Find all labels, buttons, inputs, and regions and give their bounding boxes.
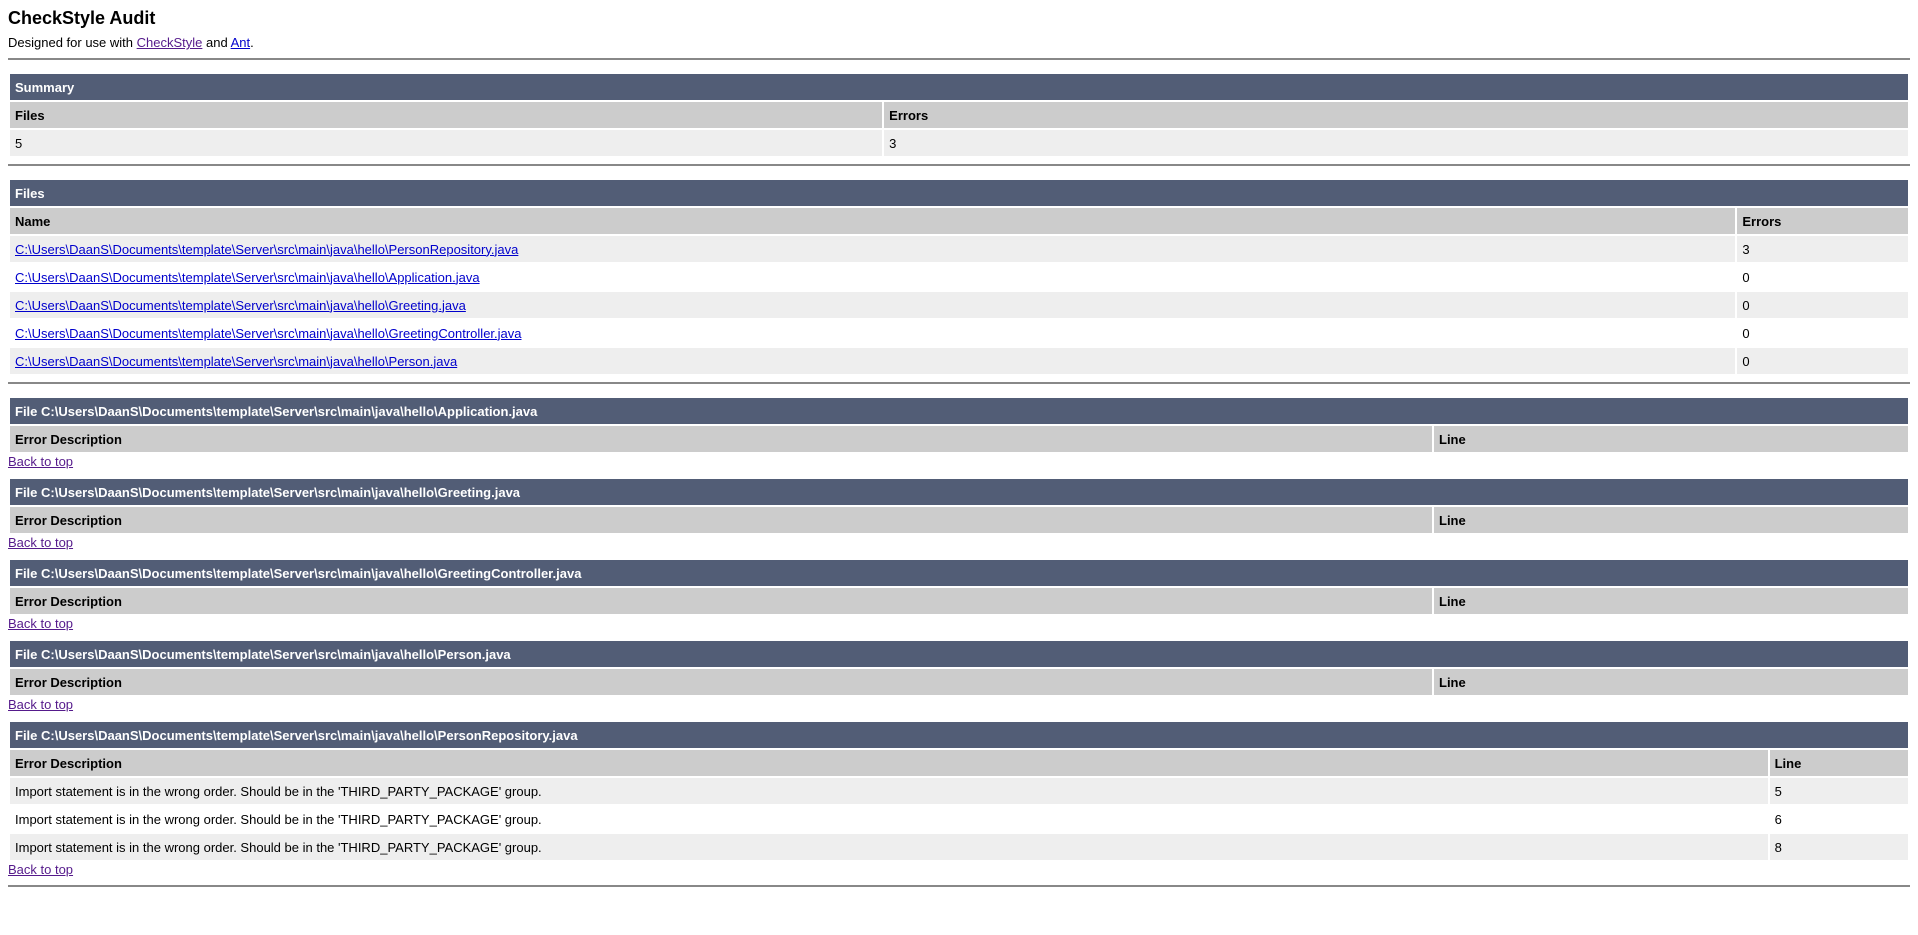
- line-header: Line: [1434, 507, 1908, 533]
- file-error-count: 0: [1737, 348, 1908, 374]
- file-link[interactable]: C:\Users\DaanS\Documents\template\Server…: [15, 269, 480, 285]
- summary-heading: Summary: [10, 74, 1908, 100]
- file-detail-table: File C:\Users\DaanS\Documents\template\S…: [8, 396, 1910, 454]
- subtitle-and: and: [202, 35, 231, 50]
- file-detail-table: File C:\Users\DaanS\Documents\template\S…: [8, 477, 1910, 535]
- file-error-count: 3: [1737, 236, 1908, 262]
- error-description: Import statement is in the wrong order. …: [10, 834, 1768, 860]
- back-to-top-link[interactable]: Back to top: [8, 862, 74, 877]
- file-row: C:\Users\DaanS\Documents\template\Server…: [10, 264, 1908, 290]
- divider: [8, 885, 1910, 887]
- checkstyle-link[interactable]: CheckStyle: [136, 35, 203, 50]
- error-line: 6: [1769, 806, 1908, 832]
- file-error-count: 0: [1737, 292, 1908, 318]
- error-description: Import statement is in the wrong order. …: [10, 806, 1768, 832]
- files-heading: Files: [10, 180, 1908, 206]
- line-header: Line: [1434, 426, 1908, 452]
- error-description-header: Error Description: [10, 507, 1432, 533]
- back-to-top-link[interactable]: Back to top: [8, 697, 74, 712]
- back-to-top-link[interactable]: Back to top: [8, 616, 74, 631]
- file-detail-heading: File C:\Users\DaanS\Documents\template\S…: [10, 641, 1908, 667]
- error-line: 5: [1769, 778, 1908, 804]
- file-row: C:\Users\DaanS\Documents\template\Server…: [10, 236, 1908, 262]
- subtitle-text: Designed for use with: [8, 35, 137, 50]
- file-row: C:\Users\DaanS\Documents\template\Server…: [10, 292, 1908, 318]
- divider: [8, 382, 1910, 384]
- file-error-count: 0: [1737, 264, 1908, 290]
- line-header: Line: [1434, 588, 1908, 614]
- error-description-header: Error Description: [10, 426, 1432, 452]
- error-description: Import statement is in the wrong order. …: [10, 778, 1768, 804]
- file-detail-heading: File C:\Users\DaanS\Documents\template\S…: [10, 722, 1908, 748]
- ant-link[interactable]: Ant: [230, 35, 251, 50]
- back-to-top-link[interactable]: Back to top: [8, 535, 74, 550]
- summary-files-value: 5: [10, 130, 883, 156]
- error-description-header: Error Description: [10, 588, 1432, 614]
- file-detail-table: File C:\Users\DaanS\Documents\template\S…: [8, 558, 1910, 616]
- summary-errors-value: 3: [884, 130, 1908, 156]
- error-row: Import statement is in the wrong order. …: [10, 778, 1908, 804]
- line-header: Line: [1434, 669, 1908, 695]
- summary-errors-header: Errors: [884, 102, 1908, 128]
- file-detail-heading: File C:\Users\DaanS\Documents\template\S…: [10, 398, 1908, 424]
- file-detail-table: File C:\Users\DaanS\Documents\template\S…: [8, 720, 1910, 862]
- subtitle-period: .: [250, 35, 254, 50]
- error-description-header: Error Description: [10, 750, 1768, 776]
- file-row: C:\Users\DaanS\Documents\template\Server…: [10, 348, 1908, 374]
- file-link[interactable]: C:\Users\DaanS\Documents\template\Server…: [15, 241, 519, 257]
- file-detail-heading: File C:\Users\DaanS\Documents\template\S…: [10, 479, 1908, 505]
- error-row: Import statement is in the wrong order. …: [10, 806, 1908, 832]
- file-link[interactable]: C:\Users\DaanS\Documents\template\Server…: [15, 353, 458, 369]
- file-link[interactable]: C:\Users\DaanS\Documents\template\Server…: [15, 297, 466, 313]
- divider: [8, 58, 1910, 60]
- file-error-count: 0: [1737, 320, 1908, 346]
- file-link[interactable]: C:\Users\DaanS\Documents\template\Server…: [15, 325, 522, 341]
- files-name-header: Name: [10, 208, 1736, 234]
- page-title: CheckStyle Audit: [8, 8, 156, 28]
- summary-files-header: Files: [10, 102, 883, 128]
- files-table: Files Name Errors C:\Users\DaanS\Document…: [8, 178, 1910, 376]
- back-to-top-link[interactable]: Back to top: [8, 454, 74, 469]
- line-header: Line: [1769, 750, 1908, 776]
- error-line: 8: [1769, 834, 1908, 860]
- file-detail-heading: File C:\Users\DaanS\Documents\template\S…: [10, 560, 1908, 586]
- subtitle: Designed for use with CheckStyle and Ant…: [8, 35, 1910, 50]
- error-row: Import statement is in the wrong order. …: [10, 834, 1908, 860]
- files-errors-header: Errors: [1737, 208, 1908, 234]
- file-detail-table: File C:\Users\DaanS\Documents\template\S…: [8, 639, 1910, 697]
- file-row: C:\Users\DaanS\Documents\template\Server…: [10, 320, 1908, 346]
- divider: [8, 164, 1910, 166]
- error-description-header: Error Description: [10, 669, 1432, 695]
